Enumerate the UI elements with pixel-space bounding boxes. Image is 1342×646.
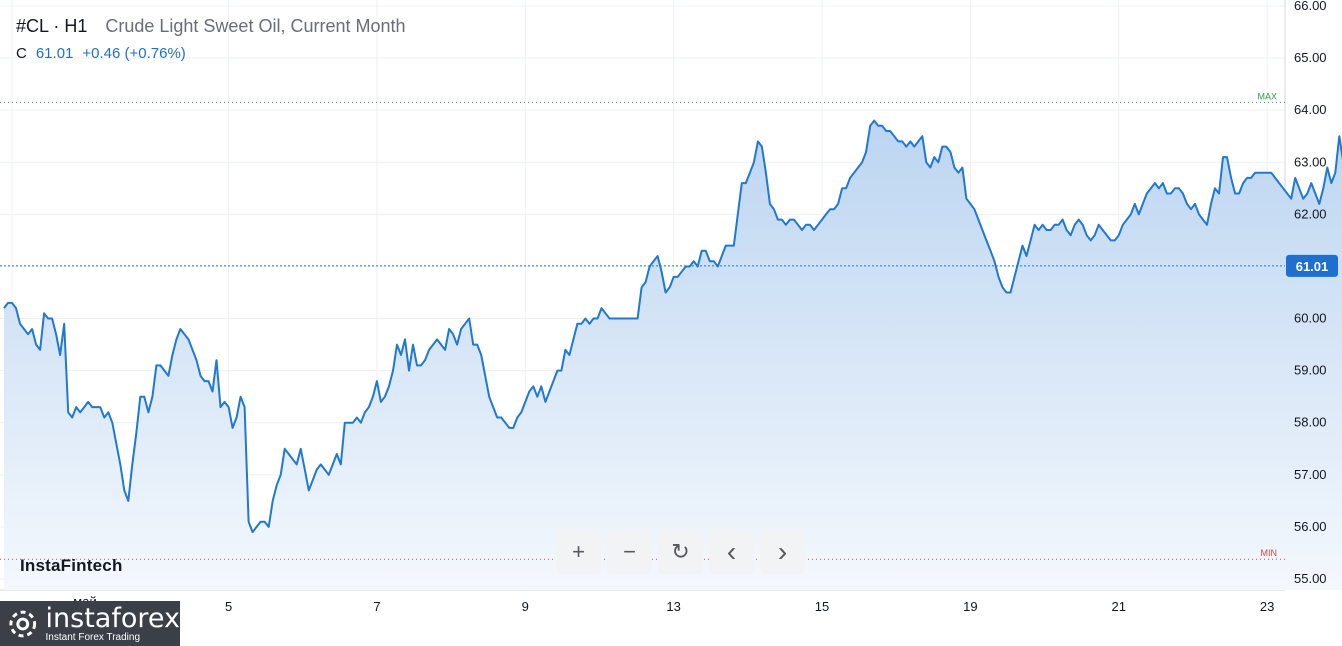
symbol-description: Crude Light Sweet Oil, Current Month: [105, 16, 406, 36]
chevron-left-icon: ‹: [726, 535, 737, 567]
x-tick-label: 7: [373, 599, 380, 614]
chart-controls: + − ↻ ‹ ›: [556, 529, 805, 574]
chart-header: #CL · H1 Crude Light Sweet Oil, Current …: [16, 16, 406, 62]
instafintech-brand: InstaFintech: [20, 556, 123, 575]
scroll-left-button[interactable]: ‹: [709, 529, 754, 574]
instaforex-logo-icon: [9, 610, 37, 637]
y-tick-label: 63.00: [1294, 154, 1327, 169]
y-tick-label: 57.00: [1294, 467, 1327, 482]
minus-icon: −: [623, 538, 636, 564]
scroll-right-button[interactable]: ›: [760, 529, 805, 574]
min-label: MIN: [1261, 548, 1278, 558]
y-tick-label: 58.00: [1294, 415, 1327, 430]
close-label: C: [16, 45, 27, 62]
y-tick-label: 66.00: [1294, 0, 1327, 13]
reset-icon: ↻: [671, 538, 690, 564]
x-tick-label: 19: [963, 599, 977, 614]
x-tick-label: 13: [666, 599, 680, 614]
y-tick-label: 64.00: [1294, 102, 1327, 117]
y-tick-label: 65.00: [1294, 50, 1327, 65]
zoom-in-button[interactable]: +: [556, 529, 601, 574]
logo-wordmark: instaforex: [45, 602, 180, 634]
x-tick-label: 15: [815, 599, 829, 614]
x-tick-label: 5: [225, 599, 232, 614]
x-axis: май5791315192123: [73, 594, 1274, 614]
y-tick-label: 60.00: [1294, 311, 1327, 326]
chevron-right-icon: ›: [777, 535, 788, 567]
price-line-series: [3, 119, 1342, 534]
y-tick-label: 62.00: [1294, 206, 1327, 221]
x-tick-label: 9: [522, 599, 529, 614]
change-value: +0.46 (+0.76%): [82, 45, 186, 62]
x-tick-label: 23: [1260, 599, 1274, 614]
logo-tagline: Instant Forex Trading: [45, 631, 141, 643]
current-price-badge: [1286, 254, 1338, 277]
y-axis: 55.0056.0057.0058.0059.0060.0061.0062.00…: [1294, 0, 1327, 586]
current-price-badge-label: 61.01: [1296, 259, 1329, 274]
plus-icon: +: [572, 538, 585, 564]
instaforex-logo[interactable]: instaforex Instant Forex Trading: [0, 601, 180, 646]
symbol-title: #CL · H1: [16, 16, 88, 36]
y-tick-label: 55.00: [1294, 571, 1327, 586]
price-area-fill: [4, 120, 1342, 590]
reset-button[interactable]: ↻: [658, 529, 703, 574]
zoom-out-button[interactable]: −: [607, 529, 652, 574]
y-tick-label: 56.00: [1294, 519, 1327, 534]
close-value: 61.01: [35, 45, 74, 62]
y-tick-label: 59.00: [1294, 363, 1327, 378]
quote-legend: C 61.01 +0.46 (+0.76%): [16, 45, 406, 62]
x-tick-label: 21: [1112, 599, 1126, 614]
max-label: MAX: [1257, 91, 1277, 101]
